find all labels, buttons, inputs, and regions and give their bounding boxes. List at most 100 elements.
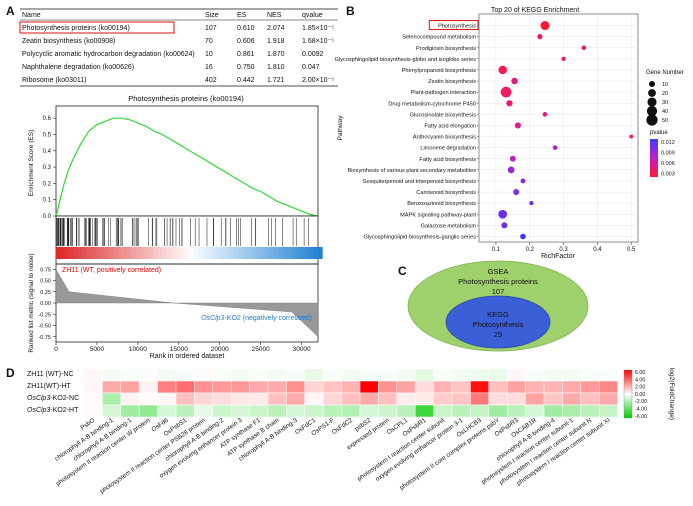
heatmap-cell [451, 404, 471, 418]
kegg-pvalue-colorbar [650, 139, 658, 177]
rank-bar-segment [189, 247, 194, 259]
heatmap-cell [138, 404, 158, 418]
kegg-pathway-label: MAPK signaling pathway-plant [400, 212, 476, 218]
heatmap-cell [267, 404, 287, 418]
kegg-size-legend-title: Gene Number [646, 70, 684, 76]
heatmap-cell [580, 404, 600, 418]
heatmap-cell [249, 392, 269, 406]
table-header-name: Name [22, 12, 41, 19]
rank-bar-segment [144, 247, 150, 259]
kegg-dot [540, 21, 550, 31]
size-legend-label: 40 [662, 109, 668, 115]
gsea-x-ticks: 0 5000 10000 15000 20000 25000 30000 [54, 342, 311, 353]
heatmap-cell [470, 380, 490, 394]
metric-tick-label: -0.25 [38, 312, 51, 318]
heatmap-cell [157, 368, 177, 382]
kegg-dot [498, 65, 507, 75]
kegg-dot [581, 45, 587, 51]
rank-bar-segment [122, 247, 128, 259]
panel-label-c: C [398, 264, 407, 278]
table-row-size: 16 [205, 64, 213, 71]
heatmap-cell [102, 380, 122, 394]
table-row-size: 70 [205, 38, 213, 45]
heatmap-cell [543, 392, 563, 406]
kegg-pathway-label: Glycosphingolipid biosynthesis-globo and… [335, 57, 477, 63]
metric-tick-label: 0.75 [40, 267, 51, 273]
kegg-pathway-label: Galactose metabolism [421, 223, 477, 229]
rank-bar-segment [304, 247, 310, 259]
heatmap-cell [120, 392, 140, 406]
gsea-table: Name Size ES NES qvalue Photosynthesis p… [19, 8, 338, 87]
x-tick-label: 10000 [129, 346, 147, 353]
gsea-es-ylabel: Enrichment Score (ES) [28, 130, 35, 196]
heatmap-cell [396, 368, 416, 382]
es-tick-label: 0.3 [43, 165, 52, 171]
heatmap-cell [598, 368, 618, 382]
heatmap-cell [120, 404, 140, 418]
rank-bar-segment [206, 247, 212, 259]
kegg-dot [529, 201, 534, 206]
kegg-xlabel: RichFactor [541, 253, 576, 260]
heatmap-cell [580, 368, 600, 382]
rank-bar-segment [91, 247, 97, 259]
venn-diagram: GSEA Photosynthesis proteins 107 KEGG Ph… [407, 260, 589, 352]
heatmap-cell [414, 404, 434, 418]
heatmap-cell [488, 368, 508, 382]
heatmap-row-gene: OsClp3 [27, 407, 50, 414]
heatmap-cell [470, 392, 490, 406]
x-tick-label: 5000 [90, 346, 105, 353]
heatmap-cell [488, 404, 508, 418]
heatmap-cell [598, 392, 618, 406]
gsea-negative-gene: OsClp3 [201, 315, 224, 322]
rank-bar-segment [220, 247, 225, 259]
table-row-qvalue: 2.00×10⁻⁵ [302, 77, 334, 84]
pvalue-tick-label: 0.012 [661, 140, 675, 146]
heatmap-cell [230, 368, 250, 382]
heatmap-colorbar-tick: 6.00 [635, 370, 645, 376]
heatmap-cell [322, 392, 342, 406]
heatmap-cell [341, 368, 361, 382]
rank-bar-segment [277, 247, 283, 259]
kegg-frame [478, 13, 639, 243]
gsea-xlabel: Rank in ordered dataset [150, 353, 225, 360]
heatmap-cell [249, 380, 269, 394]
heatmap-cell [543, 404, 563, 418]
venn-gsea-count: 107 [492, 287, 505, 296]
heatmap-cell [378, 392, 398, 406]
rank-bar-segment [153, 247, 159, 259]
heatmap-cell [249, 404, 269, 418]
kegg-pathway-label: Carotenoid biosynthesis [416, 190, 476, 196]
table-highlight-box [19, 21, 175, 34]
heatmap-cell [525, 380, 545, 394]
heatmap-row-gene: OsClp3 [27, 395, 50, 402]
es-tick-label: 0.5 [43, 132, 52, 138]
table-header-es: ES [237, 12, 247, 19]
heatmap-cell [433, 380, 453, 394]
venn-gsea-title: GSEA [488, 267, 509, 276]
heatmap-cell [414, 368, 434, 382]
rank-bar-segment [291, 247, 297, 259]
heatmap-cell [359, 392, 379, 406]
kegg-dot [520, 178, 526, 184]
heatmap-cell [359, 380, 379, 394]
heatmap-cell [562, 392, 582, 406]
heatmap-cell [359, 404, 379, 418]
heatmap-cell [194, 404, 214, 418]
heatmap-cell [506, 392, 526, 406]
rank-bar-segment [242, 247, 248, 259]
table-row-nes: 1.870 [267, 51, 285, 58]
table-header-size: Size [205, 12, 219, 19]
heatmap-row-label-zh11-nc: ZH11 (WT)-NC [27, 371, 74, 378]
kegg-pathway-label: Prodigiosin biosynthesis [416, 46, 476, 52]
heatmap-cell [414, 380, 434, 394]
heatmap-cell [138, 380, 158, 394]
metric-tick-label: 0.25 [40, 290, 51, 296]
rank-bar-segment [86, 247, 92, 259]
kegg-dot [514, 122, 521, 129]
rank-bar-segment [309, 247, 314, 259]
kegg-size-legend-items: 10 20 30 40 50 [646, 80, 668, 126]
size-legend-label: 20 [662, 91, 668, 97]
heatmap-cell [322, 368, 342, 382]
